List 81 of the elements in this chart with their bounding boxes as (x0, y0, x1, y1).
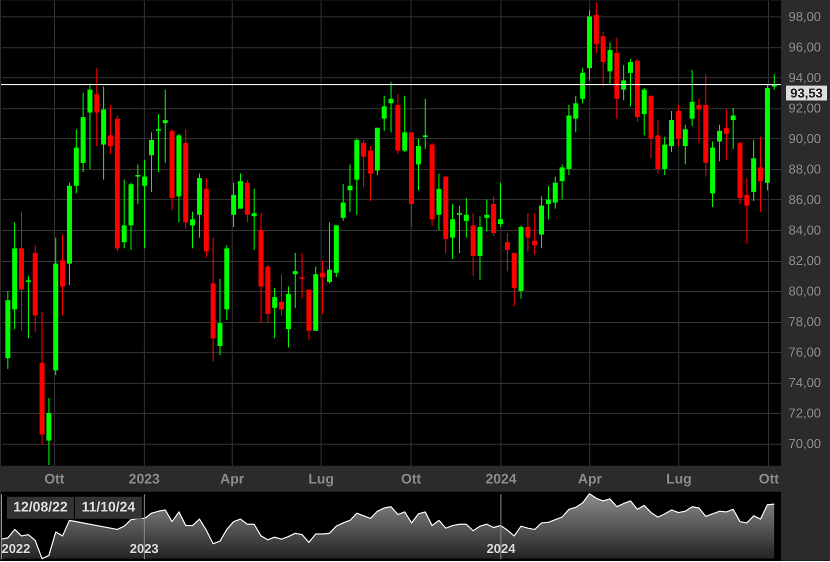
x-tick-label: Ott (44, 470, 65, 486)
candlestick (326, 222, 332, 284)
candlestick (135, 164, 140, 205)
candlestick (560, 164, 565, 200)
candlestick (382, 95, 387, 132)
y-tick-label: 86,00 (788, 192, 822, 207)
x-tick-label: 2024 (486, 541, 516, 556)
candlestick (26, 275, 31, 339)
candlestick (252, 188, 257, 250)
candlestick (532, 212, 538, 255)
candlestick (716, 124, 722, 162)
candlestick (484, 198, 490, 232)
candlestick (368, 146, 373, 202)
y-tick-label: 76,00 (788, 344, 822, 360)
candlestick (552, 176, 558, 210)
y-tick-label: 98,00 (788, 8, 822, 24)
candlestick (292, 252, 298, 308)
y-tick-label: 80,00 (788, 284, 822, 299)
y-tick-label: 78,00 (788, 314, 822, 330)
y-tick-label: 70,00 (788, 436, 822, 452)
ref-line-label: 93,53 (790, 86, 823, 101)
candlestick (361, 139, 366, 188)
candlestick (744, 178, 750, 244)
candlestick (347, 164, 352, 212)
candlestick (422, 98, 428, 150)
candlestick (504, 232, 510, 272)
x-tick-label: Lug (308, 470, 334, 486)
x-tick-label: 2023 (128, 470, 160, 486)
candlestick (416, 138, 421, 191)
candlestick (730, 107, 736, 150)
candlestick (142, 159, 148, 249)
y-tick-label: 94,00 (788, 70, 822, 85)
candlestick (94, 68, 100, 147)
candlestick (456, 205, 462, 254)
candlestick (607, 42, 612, 84)
candlestick (388, 81, 394, 133)
candlestick (450, 204, 456, 260)
candlestick (231, 182, 236, 228)
x-tick-label: Ott (400, 470, 422, 486)
candlestick (190, 211, 196, 249)
y-tick-label: 96,00 (788, 39, 822, 54)
candlestick (149, 132, 154, 192)
x-tick-label: 2022 (2, 541, 30, 556)
y-tick-label: 92,00 (788, 100, 822, 116)
candlestick (464, 197, 469, 238)
y-tick-label: 84,00 (788, 222, 822, 238)
annotation: 11/10/24 (82, 498, 136, 515)
candlestick (628, 58, 634, 107)
annotation: 12/08/22 (13, 498, 68, 515)
candlestick (300, 252, 305, 300)
candlestick (87, 83, 92, 170)
x-tick-label: 2023 (130, 541, 159, 556)
x-tick-label: Apr (220, 470, 245, 486)
candlestick (108, 104, 113, 154)
candlestick (546, 185, 551, 220)
x-tick-label: 2024 (485, 470, 517, 486)
candlestick (690, 69, 695, 127)
candlestick (320, 260, 326, 314)
candlestick (498, 182, 504, 228)
y-tick-label: 90,00 (788, 130, 822, 146)
candlestick (156, 114, 161, 173)
x-tick-label: Lug (666, 470, 692, 486)
candlestick (272, 287, 278, 339)
candlestick (758, 136, 764, 212)
y-tick-label: 82,00 (788, 253, 822, 268)
y-tick-label: 74,00 (788, 375, 822, 390)
candlestick (340, 184, 346, 222)
y-tick-label: 88,00 (788, 161, 822, 176)
candlestick (682, 124, 688, 165)
candlestick (525, 212, 530, 252)
candlestick (162, 89, 168, 164)
y-tick-label: 72,00 (788, 406, 822, 421)
candlestick (402, 95, 408, 153)
x-tick-label: Apr (578, 470, 603, 486)
x-tick-label: Ott (758, 470, 780, 486)
candlestick (696, 98, 702, 144)
candlestick (279, 274, 284, 316)
candlestick (724, 108, 729, 160)
candlestick (573, 95, 578, 133)
candlestick (217, 278, 222, 356)
candlestick (122, 179, 127, 249)
